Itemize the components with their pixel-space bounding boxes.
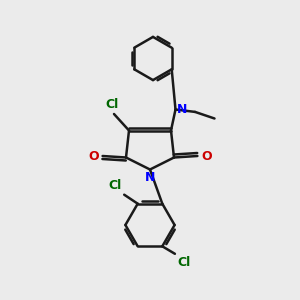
Text: Cl: Cl xyxy=(108,179,121,192)
Text: Cl: Cl xyxy=(106,98,119,111)
Text: Cl: Cl xyxy=(177,256,190,269)
Text: N: N xyxy=(177,103,188,116)
Text: N: N xyxy=(145,171,155,184)
Text: O: O xyxy=(201,149,211,163)
Text: O: O xyxy=(88,149,99,163)
